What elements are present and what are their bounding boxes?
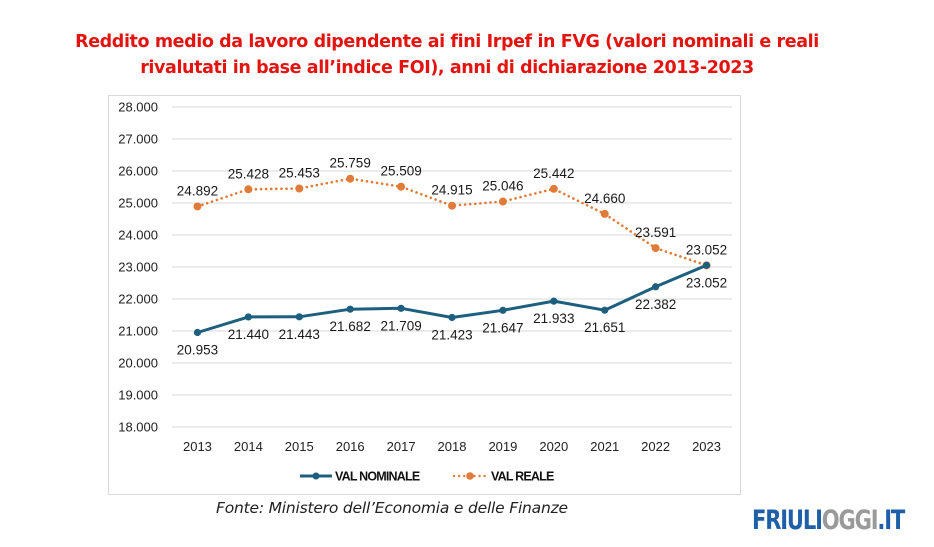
x-tick-label: 2022: [641, 439, 670, 454]
logo-part-it: .IT: [877, 505, 905, 536]
data-label: 24.892: [177, 183, 218, 198]
legend-label-reale: VAL REALE: [491, 470, 554, 484]
data-label: 22.382: [635, 297, 676, 312]
legend-marker-reale: [466, 472, 474, 480]
x-tick-label: 2015: [285, 439, 314, 454]
x-tick-label: 2021: [590, 439, 619, 454]
data-label: 25.046: [482, 179, 523, 194]
data-point: [448, 201, 456, 210]
y-tick-label: 21.000: [118, 324, 158, 339]
chart-title-line-1: Reddito medio da lavoro dipendente ai fi…: [75, 32, 819, 52]
legend-marker-nominale: [312, 472, 320, 480]
y-tick-label: 25.000: [118, 196, 158, 211]
data-label: 23.052: [686, 242, 727, 257]
data-label: 20.953: [177, 343, 218, 358]
logo-part-oggi: OGGI: [821, 505, 879, 536]
data-point: [397, 304, 405, 312]
data-label: 25.759: [330, 156, 371, 171]
data-point: [499, 306, 507, 314]
data-label: 21.440: [228, 327, 269, 342]
data-label: 25.428: [228, 166, 269, 181]
data-point: [702, 261, 711, 269]
legend-label-nominale: VAL NOMINALE: [335, 470, 420, 484]
data-label: 21.443: [279, 327, 320, 342]
data-point: [193, 328, 202, 337]
y-tick-label: 27.000: [118, 132, 158, 147]
y-tick-label: 23.000: [118, 260, 158, 275]
data-labels: 24.892 25.428 25.453 25.759 25.509 24.915 25.0…: [177, 156, 727, 358]
data-label: 23.591: [635, 225, 676, 240]
data-label: 23.052: [686, 275, 727, 290]
x-tick-label: 2016: [336, 439, 365, 454]
series-group: [193, 174, 711, 337]
data-label: 21.647: [482, 320, 523, 335]
legend: VAL NOMINALE VAL REALE: [300, 470, 555, 484]
x-tick-label: 2017: [387, 439, 416, 454]
x-tick-label: 2023: [692, 439, 721, 454]
x-tick-label: 2018: [438, 439, 467, 454]
data-point: [244, 185, 253, 194]
data-point: [498, 197, 507, 206]
y-tick-label: 18.000: [118, 420, 158, 435]
source-note: Fonte: Ministero dell’Economia e delle F…: [216, 499, 568, 517]
y-tick-label: 26.000: [118, 164, 158, 179]
chart-title: Reddito medio da lavoro dipendente ai fi…: [0, 29, 934, 81]
x-tick-label: 2019: [488, 439, 517, 454]
data-label: 21.709: [380, 318, 421, 333]
data-label: 24.660: [584, 191, 625, 206]
data-point: [549, 184, 558, 193]
gridlines: [172, 106, 732, 428]
data-label: 24.915: [431, 183, 472, 198]
data-label: 21.933: [533, 311, 574, 326]
y-axis: 18.000 19.000 20.000 21.000 22.000 23.000 24.0…: [118, 100, 158, 435]
x-axis: 2013 2014 2015 2016 2017 2018 2019 2020 2021 2022…: [183, 439, 721, 454]
data-point: [295, 184, 304, 193]
data-point: [397, 182, 406, 191]
data-label: 25.453: [279, 166, 320, 181]
data-point: [448, 313, 456, 322]
x-tick-label: 2020: [539, 439, 568, 454]
data-label: 21.682: [330, 319, 371, 334]
data-point: [600, 209, 609, 218]
series-line-val-reale: [196, 177, 708, 267]
data-point: [652, 283, 660, 291]
data-label: 21.651: [584, 320, 625, 335]
data-point: [244, 313, 252, 321]
y-tick-label: 19.000: [118, 388, 158, 403]
data-point: [651, 244, 660, 253]
logo-part-friuli: FRIULI: [752, 505, 823, 536]
chart-title-line-2: rivalutati in base all’indice FOI), anni…: [140, 58, 754, 78]
data-point: [346, 305, 354, 313]
data-label: 25.509: [380, 164, 421, 179]
y-tick-label: 24.000: [118, 228, 158, 243]
data-point: [601, 306, 609, 314]
friulioggi-logo: FRIULIOGGI.IT: [752, 505, 905, 536]
y-tick-label: 22.000: [118, 292, 158, 307]
x-tick-label: 2013: [183, 439, 212, 454]
y-tick-label: 28.000: [118, 100, 158, 115]
data-point: [295, 313, 303, 321]
data-label: 25.442: [533, 166, 574, 181]
data-point: [346, 174, 355, 183]
data-point: [550, 297, 558, 305]
data-label: 21.423: [431, 327, 472, 342]
data-point: [193, 202, 202, 211]
x-tick-label: 2014: [234, 439, 263, 454]
y-tick-label: 20.000: [118, 356, 158, 371]
